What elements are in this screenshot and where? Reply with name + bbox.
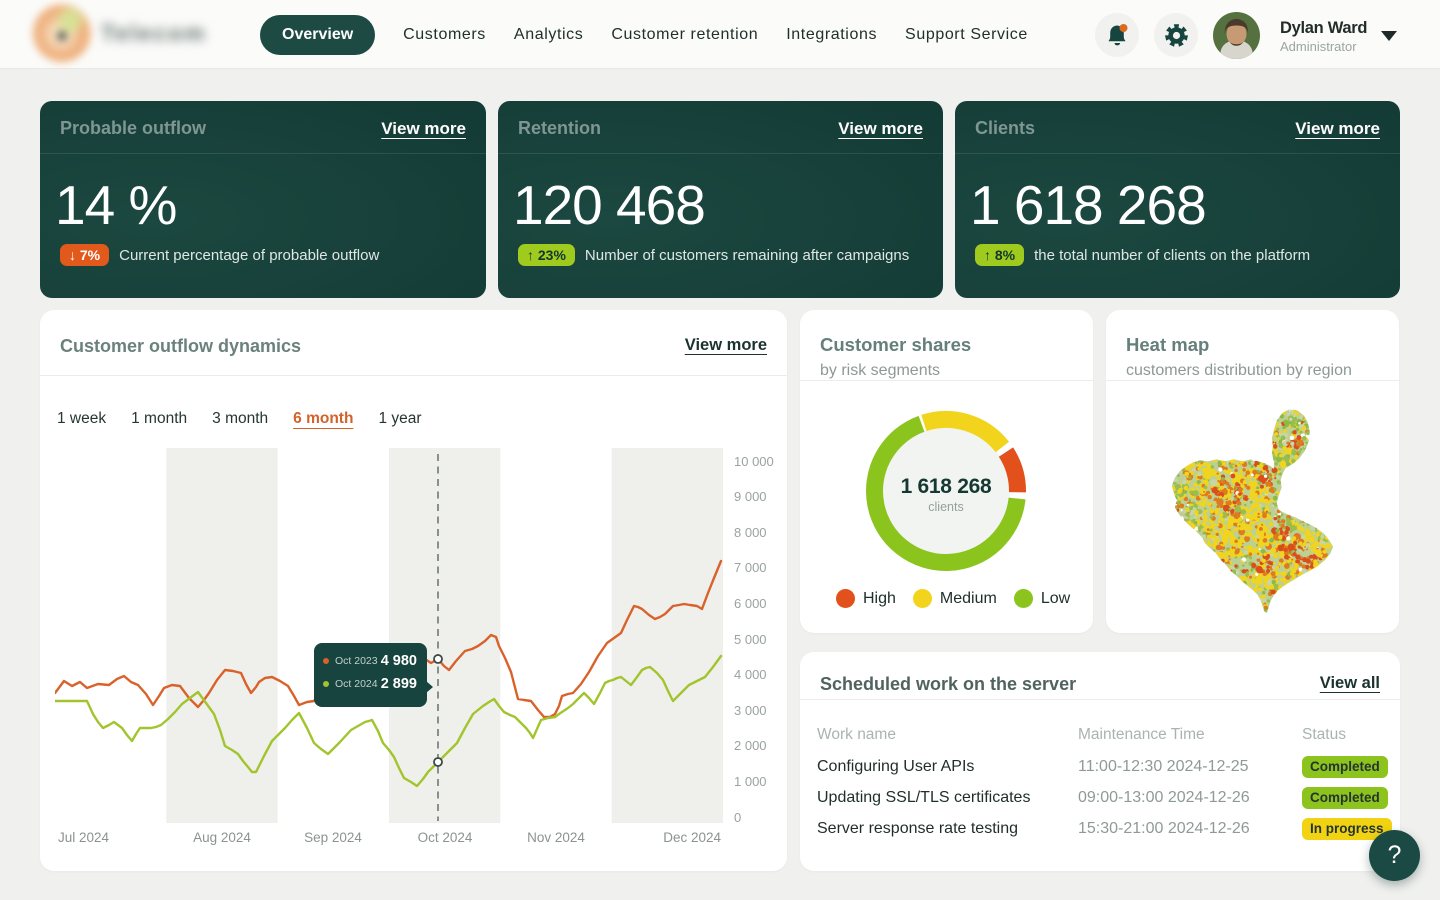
svg-text:1 618 268: 1 618 268 — [901, 475, 992, 498]
svg-text:clients: clients — [928, 500, 963, 514]
